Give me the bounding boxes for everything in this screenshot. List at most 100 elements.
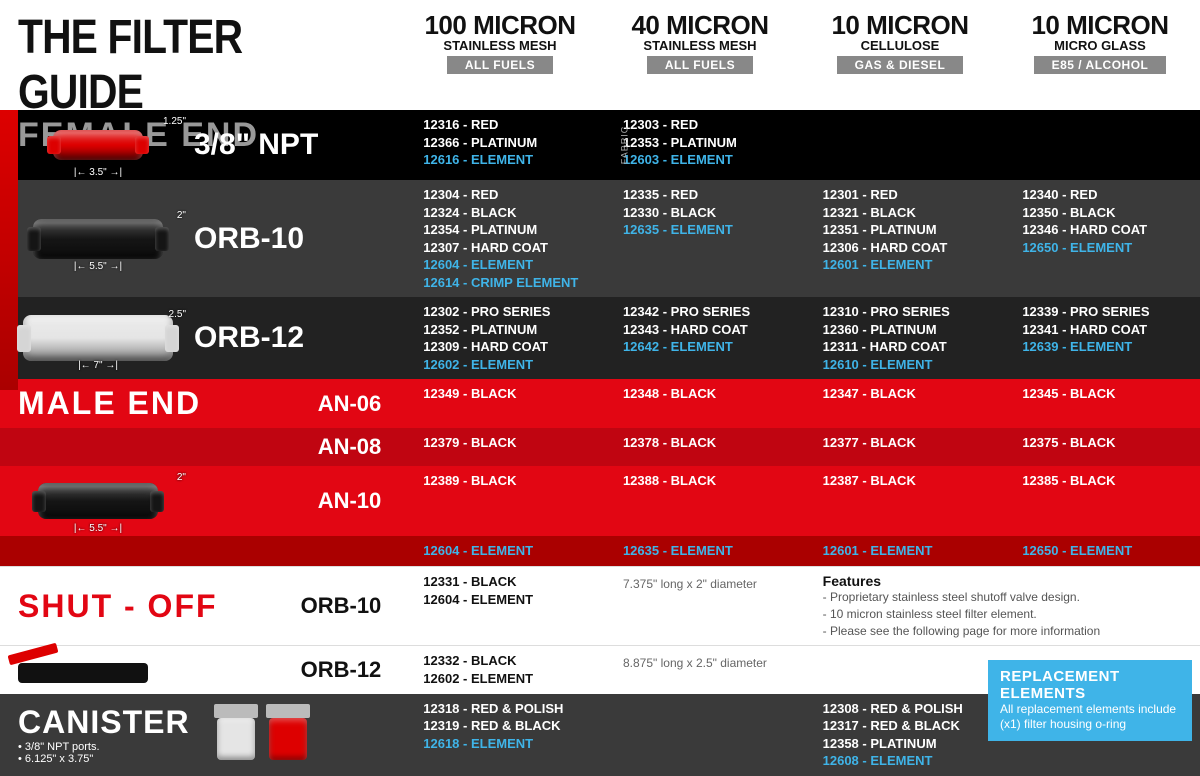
dim-cell: 8.875" long x 2.5" diameter <box>601 646 801 693</box>
data-cell: 12389 - BLACK <box>401 466 601 536</box>
row-name: ORB-10 <box>194 222 304 256</box>
part-number: 12389 - BLACK <box>423 472 589 490</box>
row-label-cell: SHUT - OFF ORB-10 <box>0 567 401 645</box>
part-number: 12339 - PRO SERIES <box>1022 303 1188 321</box>
part-number: 12352 - PLATINUM <box>423 321 589 339</box>
part-number: 12310 - PRO SERIES <box>823 303 989 321</box>
title-block: THE FILTER GUIDE FEMALE END <box>18 10 400 110</box>
data-cell: 12318 - RED & POLISH12319 - RED & BLACK1… <box>401 694 601 776</box>
an-label: AN-08 <box>318 434 402 460</box>
data-cell: FABRIC12303 - RED12353 - PLATINUM12603 -… <box>601 110 801 180</box>
canister-icons <box>210 704 314 765</box>
data-cell: 12310 - PRO SERIES12360 - PLATINUM12311 … <box>801 297 1001 379</box>
part-number: 12303 - RED <box>623 116 789 134</box>
filter-cap-icon <box>150 491 164 513</box>
dim-length: |← 5.5" →| <box>74 523 122 534</box>
part-number: 12385 - BLACK <box>1022 472 1188 490</box>
row-label-cell: ORB-12 <box>0 646 401 693</box>
data-cell: 12387 - BLACK <box>801 466 1001 536</box>
part-number: 12309 - HARD COAT <box>423 338 589 356</box>
section-shut-label: SHUT - OFF <box>18 588 218 625</box>
part-number: 12332 - BLACK <box>423 652 589 670</box>
column-headers: 100 MICRON STAINLESS MESH ALL FUELS 40 M… <box>400 10 1200 110</box>
canister-label-block: CANISTER • 3/8" NPT ports.• 6.125" x 3.7… <box>18 704 190 765</box>
shutoff-image <box>18 655 178 685</box>
female-end-section: |← 3.5" →| 1.25" 3/8" NPT 12316 - RED 123… <box>0 110 1200 379</box>
shut-row: SHUT - OFF ORB-10 12331 - BLACK 12604 - … <box>0 566 1200 645</box>
filter-cap-icon <box>27 227 41 251</box>
part-number: 12388 - BLACK <box>623 472 789 490</box>
filter-body-icon <box>23 315 173 361</box>
feature-line: - Please see the following page for more… <box>823 623 1188 640</box>
features-cell: Features - Proprietary stainless steel s… <box>801 567 1200 645</box>
part-number: 12343 - HARD COAT <box>623 321 789 339</box>
replacement-elements-box: REPLACEMENT ELEMENTS All replacement ele… <box>988 660 1192 741</box>
data-cell <box>1000 110 1200 180</box>
dim-length: |← 3.5" →| <box>74 167 122 178</box>
element-number: 12601 - ELEMENT <box>823 256 989 274</box>
an-label: AN-06 <box>318 391 402 417</box>
filter-cap-icon <box>135 136 149 154</box>
part-number: 12341 - HARD COAT <box>1022 321 1188 339</box>
col-header-pill: E85 / ALCOHOL <box>1034 56 1167 74</box>
row-label-cell: |← 3.5" →| 1.25" 3/8" NPT <box>0 110 401 180</box>
element-number: 12602 - ELEMENT <box>423 356 589 374</box>
part-number: 12346 - HARD COAT <box>1022 221 1188 239</box>
data-cell: 12331 - BLACK 12604 - ELEMENT <box>401 567 601 645</box>
data-cell: 12388 - BLACK <box>601 466 801 536</box>
filter-body-icon <box>33 219 163 259</box>
data-cell: 12635 - ELEMENT <box>601 536 801 566</box>
female-row: |← 5.5" →| 2" ORB-10 12304 - RED12324 - … <box>0 180 1200 297</box>
canister-note: • 6.125" x 3.75" <box>18 753 190 765</box>
row-label-cell <box>0 536 401 566</box>
part-number: 12331 - BLACK <box>423 573 589 591</box>
part-number: 12342 - PRO SERIES <box>623 303 789 321</box>
part-number: 12330 - BLACK <box>623 204 789 222</box>
dim-length: |← 7" →| <box>78 360 118 371</box>
part-number: 12311 - HARD COAT <box>823 338 989 356</box>
row-name: ORB-12 <box>194 321 304 355</box>
element-number: 12618 - ELEMENT <box>423 735 589 753</box>
data-cell: 12339 - PRO SERIES12341 - HARD COAT12639… <box>1000 297 1200 379</box>
part-number: 12387 - BLACK <box>823 472 989 490</box>
part-number: 12349 - BLACK <box>423 385 589 403</box>
row-label-cell: |← 5.5" →| 2" AN-10 <box>0 466 401 536</box>
male-row: |← 5.5" →| 2" AN-10 12389 - BLACK 12388 -… <box>0 466 1200 536</box>
filter-body-icon <box>53 130 143 160</box>
col-header-line2: MICRO GLASS <box>1000 38 1200 53</box>
part-number: 12324 - BLACK <box>423 204 589 222</box>
male-row: AN-08 12379 - BLACK12378 - BLACK12377 - … <box>0 428 1200 466</box>
male-element-row: 12604 - ELEMENT12635 - ELEMENT12601 - EL… <box>0 536 1200 566</box>
element-number: 12635 - ELEMENT <box>623 221 789 239</box>
element-number: 12642 - ELEMENT <box>623 338 789 356</box>
element-number: 12604 - ELEMENT <box>423 591 589 609</box>
data-cell: 12340 - RED12350 - BLACK12346 - HARD COA… <box>1000 180 1200 297</box>
repbox-title: REPLACEMENT ELEMENTS <box>1000 668 1180 702</box>
col-header-pill: GAS & DIESEL <box>837 56 964 74</box>
data-cell: 12347 - BLACK <box>801 379 1001 428</box>
element-number: 12610 - ELEMENT <box>823 356 989 374</box>
col-header-pill: ALL FUELS <box>447 56 553 74</box>
dim-length: |← 5.5" →| <box>74 261 122 272</box>
element-number: 12601 - ELEMENT <box>823 542 989 560</box>
data-cell: 12342 - PRO SERIES12343 - HARD COAT12642… <box>601 297 801 379</box>
part-number: 12307 - HARD COAT <box>423 239 589 257</box>
product-image: |← 3.5" →| 1.25" <box>18 116 178 174</box>
part-number: 12304 - RED <box>423 186 589 204</box>
data-cell: 12650 - ELEMENT <box>1000 536 1200 566</box>
part-number: 12351 - PLATINUM <box>823 221 989 239</box>
data-cell: 12308 - RED & POLISH12317 - RED & BLACK 1… <box>801 694 1001 776</box>
canister-note: • 3/8" NPT ports. <box>18 741 190 753</box>
element-number: 12635 - ELEMENT <box>623 542 789 560</box>
part-number: 12317 - RED & BLACK <box>823 717 989 735</box>
data-cell: 12378 - BLACK <box>601 428 801 466</box>
part-number: 12350 - BLACK <box>1022 204 1188 222</box>
dim-note: 7.375" long x 2" diameter <box>623 573 789 591</box>
row-label-cell: MALE END AN-06 <box>0 379 401 428</box>
canister-icon <box>266 704 310 760</box>
data-cell: 12332 - BLACK 12602 - ELEMENT <box>401 646 601 693</box>
part-number: 12308 - RED & POLISH <box>823 700 989 718</box>
element-number: 12608 - ELEMENT <box>823 752 989 770</box>
row-name: 3/8" NPT <box>194 128 318 162</box>
part-number: 12316 - RED <box>423 116 589 134</box>
